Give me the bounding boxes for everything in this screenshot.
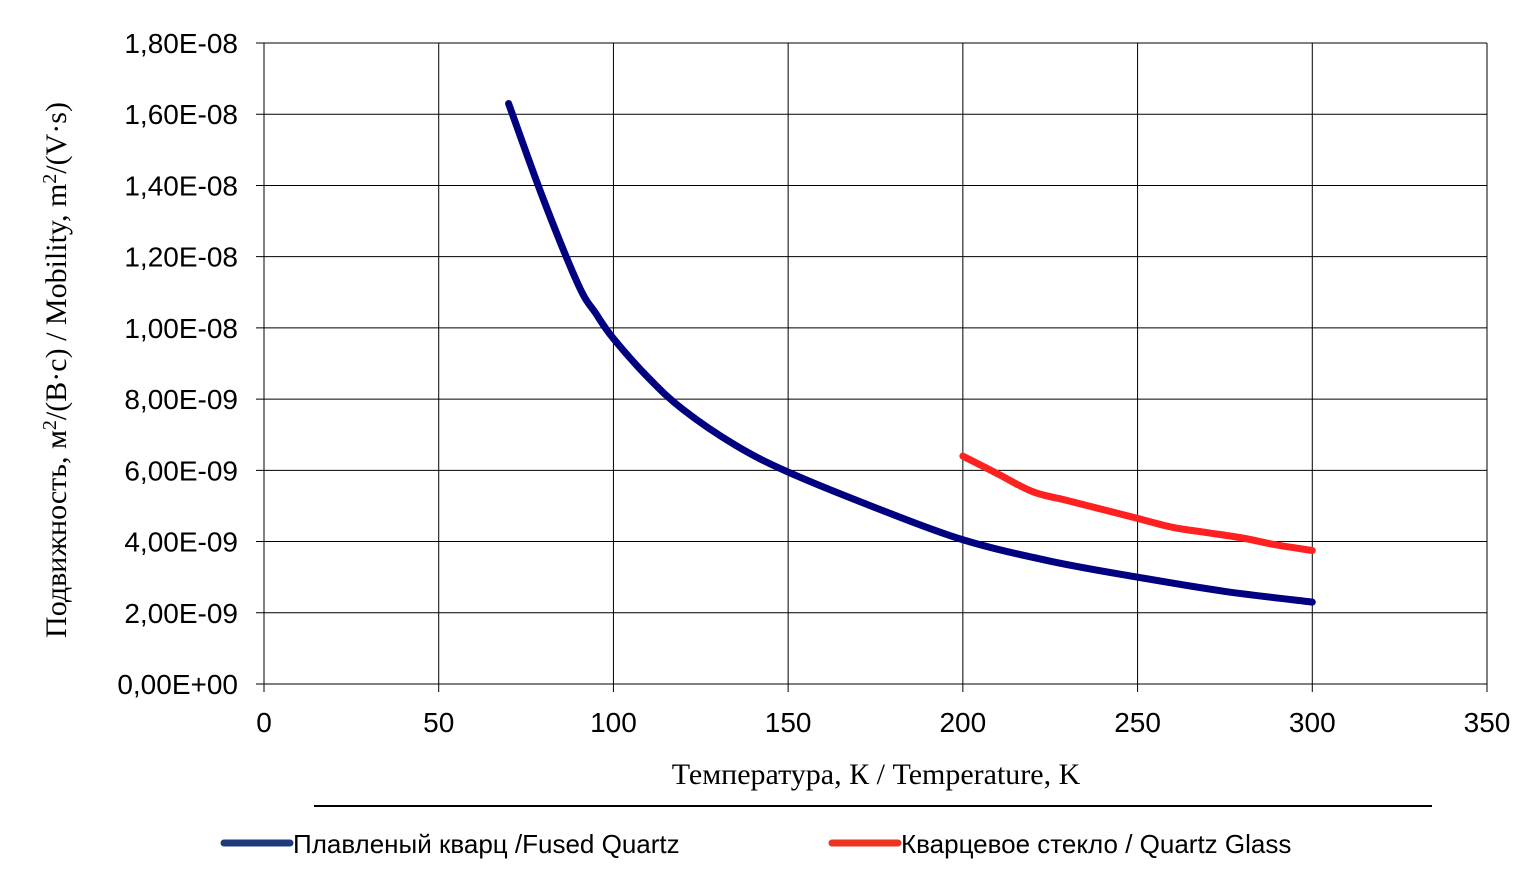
series-layer — [505, 100, 1316, 606]
y-tick-label: 4,00E-09 — [124, 527, 238, 558]
y-tick-label: 0,00E+00 — [117, 669, 238, 700]
legend-label-fused-quartz: Плавленый кварц /Fused Quartz — [293, 829, 680, 859]
x-tick-label: 300 — [1289, 707, 1336, 738]
x-tick-label: 150 — [765, 707, 812, 738]
y-tick-label: 2,00E-09 — [124, 598, 238, 629]
y-tick-label: 1,40E-08 — [124, 170, 238, 201]
y-tick-label: 1,60E-08 — [124, 99, 238, 130]
x-tick-label: 250 — [1114, 707, 1161, 738]
y-axis-title-part: Подвижность, м — [40, 430, 73, 638]
x-tick-label: 0 — [256, 707, 272, 738]
y-axis-title-sup: 2 — [39, 174, 61, 184]
y-tick-labels: 0,00E+00 2,00E-09 4,00E-09 6,00E-09 8,00E-09… — [117, 28, 238, 700]
y-tick-label: 1,20E-08 — [124, 242, 238, 273]
y-axis-title-part: /(В·с) / Mobility, m — [40, 184, 73, 420]
x-tick-label: 50 — [423, 707, 454, 738]
y-tick-label: 1,00E-08 — [124, 313, 238, 344]
x-tick-label: 200 — [939, 707, 986, 738]
legend: Плавленый кварц /Fused Quartz Кварцевое … — [220, 829, 1291, 859]
y-axis-title-part: /(V·s) — [40, 102, 73, 174]
x-axis-title: Температура, К / Temperature, K — [672, 758, 1081, 791]
x-tick-label: 100 — [590, 707, 637, 738]
y-tick-label: 1,80E-08 — [124, 28, 238, 59]
y-tick-label: 8,00E-09 — [124, 384, 238, 415]
x-tick-label: 350 — [1464, 707, 1511, 738]
series-line-0 — [505, 100, 1316, 606]
y-axis-title: Подвижность, м2/(В·с) / Mobility, m2/(V·… — [39, 102, 73, 638]
grid — [256, 42, 1488, 692]
y-axis-title-sup: 2 — [39, 420, 61, 430]
y-tick-label: 6,00E-09 — [124, 455, 238, 486]
legend-label-quartz-glass: Кварцевое стекло / Quartz Glass — [901, 829, 1291, 859]
x-tick-labels: 0 50 100 150 200 250 300 350 — [256, 707, 1510, 738]
